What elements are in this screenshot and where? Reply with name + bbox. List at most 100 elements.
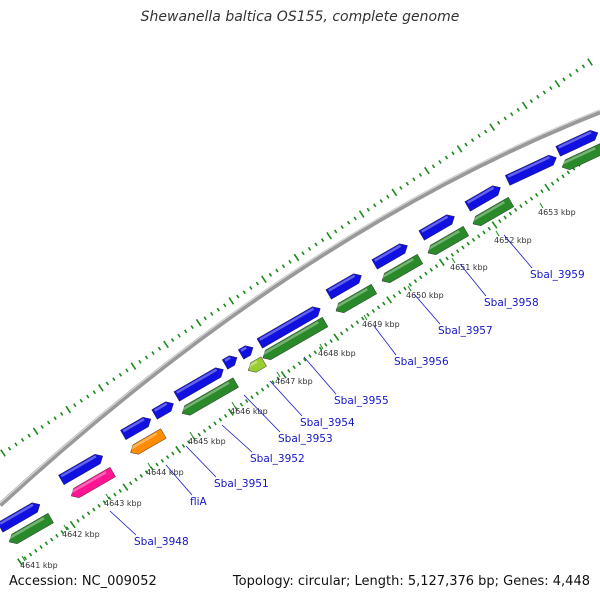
outer-tick xyxy=(79,398,83,403)
gene-arrow xyxy=(381,253,424,283)
outer-tick xyxy=(399,186,403,190)
gene-leader-line xyxy=(459,263,487,297)
inner-tick xyxy=(155,462,159,467)
inner-tick xyxy=(477,234,481,239)
inner-tick xyxy=(550,181,555,186)
gene-feature xyxy=(325,273,362,300)
gene-label: fliA xyxy=(190,496,208,508)
gene-arrow-shine xyxy=(262,321,319,356)
gene-feature xyxy=(130,428,167,455)
gene-arrow-shine xyxy=(122,418,145,433)
inner-tick xyxy=(122,483,129,491)
gene-leader-line xyxy=(221,424,253,453)
inner-tick xyxy=(208,425,212,430)
kbp-label: 4643 kbp xyxy=(104,499,142,508)
outer-tick xyxy=(60,411,64,416)
gene-arrow xyxy=(555,130,599,157)
gene-arrow xyxy=(472,196,515,226)
inner-tick xyxy=(266,384,270,388)
outer-tick xyxy=(144,355,149,360)
outer-tick xyxy=(418,173,423,177)
inner-tick xyxy=(561,174,565,179)
outer-tick xyxy=(424,166,430,175)
gene-arrow-shine xyxy=(557,131,592,149)
outer-tick xyxy=(242,290,246,295)
outer-tick xyxy=(470,138,475,143)
gene-leader-line xyxy=(413,293,441,325)
gene-feature xyxy=(555,130,599,157)
gene-arrow-shine xyxy=(507,156,551,178)
outer-tick xyxy=(130,362,137,370)
outer-tick xyxy=(497,120,501,125)
inner-tick xyxy=(139,473,143,478)
outer-tick xyxy=(275,268,279,273)
outer-tick xyxy=(503,116,507,121)
gene-arrow xyxy=(70,466,116,498)
outer-tick xyxy=(405,181,410,186)
gene-arrow xyxy=(335,283,378,313)
inner-tick xyxy=(487,226,491,231)
inner-tick xyxy=(260,387,265,392)
gene-feature xyxy=(472,196,515,226)
gene-feature xyxy=(464,185,501,212)
inner-tick xyxy=(503,215,507,220)
inner-tick xyxy=(218,417,223,422)
outer-tick xyxy=(554,79,561,88)
gene-feature xyxy=(504,154,557,186)
gene-feature xyxy=(237,345,254,360)
outer-tick xyxy=(125,368,129,373)
gene-arrow xyxy=(58,454,104,486)
outer-tick xyxy=(170,338,175,342)
gene-arrow xyxy=(237,345,254,360)
gene-arrow xyxy=(151,401,174,420)
inner-tick xyxy=(424,271,428,276)
inner-tick xyxy=(513,207,518,212)
gene-arrow-shine xyxy=(374,244,402,262)
inner-tick xyxy=(287,369,291,373)
outer-tick xyxy=(431,164,436,169)
inner-tick xyxy=(498,219,502,224)
inner-tick xyxy=(471,237,476,242)
inner-tick xyxy=(429,267,433,272)
inner-tick xyxy=(65,526,70,531)
outer-tick xyxy=(53,416,57,421)
feature-track xyxy=(0,130,600,544)
outer-tick xyxy=(228,297,235,305)
inner-tick xyxy=(313,350,317,355)
outer-tick xyxy=(326,232,332,240)
inner-tick xyxy=(192,436,196,441)
inner-tick xyxy=(81,515,85,519)
inner-tick xyxy=(318,346,323,351)
gene-arrow xyxy=(418,214,455,241)
outer-tick xyxy=(587,58,593,66)
inner-tick xyxy=(403,286,407,291)
outer-tick xyxy=(14,442,18,447)
kbp-label: 4651 kbp xyxy=(450,263,488,272)
inner-tick xyxy=(376,305,381,310)
genome-backbone xyxy=(0,109,600,507)
inner-tick xyxy=(556,178,560,182)
gene-arrow xyxy=(561,143,600,170)
outer-tick-ring xyxy=(0,58,593,457)
outer-tick xyxy=(288,259,292,264)
outer-tick xyxy=(138,359,142,364)
inner-tick xyxy=(234,406,238,411)
gene-arrow xyxy=(221,355,238,370)
inner-tick xyxy=(55,533,59,538)
inner-tick xyxy=(28,552,33,557)
inner-tick xyxy=(371,309,375,313)
outer-tick xyxy=(190,325,194,329)
outer-tick xyxy=(549,86,553,91)
outer-tick xyxy=(268,272,273,277)
gene-arrow-shine xyxy=(472,201,505,222)
outer-tick xyxy=(20,438,25,442)
inner-tick xyxy=(482,230,486,235)
outer-tick xyxy=(105,381,110,386)
gene-feature xyxy=(221,355,238,370)
outer-tick xyxy=(118,372,123,377)
outer-tick xyxy=(97,384,104,392)
kbp-label: 4646 kbp xyxy=(230,407,268,416)
gene-arrow xyxy=(173,367,224,402)
gene-arrow-shine xyxy=(240,346,247,352)
inner-tick xyxy=(491,221,498,229)
